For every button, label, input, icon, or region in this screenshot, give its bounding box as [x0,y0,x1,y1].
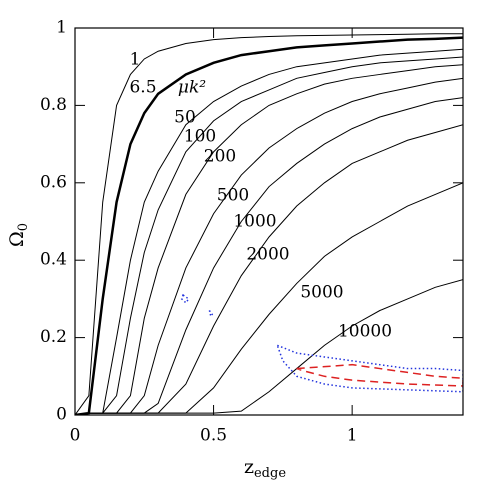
y-axis-title: Ω0 [6,223,31,247]
x-axis-title-main: z [244,456,254,478]
unit-label: μk² [178,78,206,98]
plot-frame [74,27,464,416]
x-tick-label: 0.5 [200,426,227,446]
y-tick-label: 0 [56,405,67,425]
curve [75,56,463,415]
curve-label: 1 [130,50,141,70]
y-tick-label: 0.2 [40,327,67,347]
y-tick-label: 0.8 [40,95,67,115]
contour [180,293,190,304]
curve-label: 100 [184,127,216,147]
curve [75,33,463,415]
curve-label: 6.5 [129,78,156,98]
y-axis-title-sub: 0 [16,223,31,231]
x-tick-label: 1 [347,426,358,446]
curve-label: 5000 [300,283,343,303]
curve [75,36,463,415]
curve-label: 1000 [233,212,276,232]
x-axis-title: zedge [244,456,286,481]
curve-label: 500 [217,186,249,206]
curve [75,64,463,415]
y-tick-label: 0.6 [40,172,67,192]
curve-label: 2000 [246,245,289,265]
x-tick-label: 0 [70,426,81,446]
y-axis-title-main: Ω [6,231,28,247]
y-tick-label: 1 [56,18,67,38]
contour [296,363,463,387]
curve-label: 200 [204,147,236,167]
curve-label: 50 [174,108,196,128]
curve [75,48,463,415]
curve-label: 10000 [338,322,392,342]
y-tick-label: 0.4 [40,250,67,270]
contour [208,310,214,319]
curve [75,279,463,415]
x-axis-title-sub: edge [254,466,286,481]
